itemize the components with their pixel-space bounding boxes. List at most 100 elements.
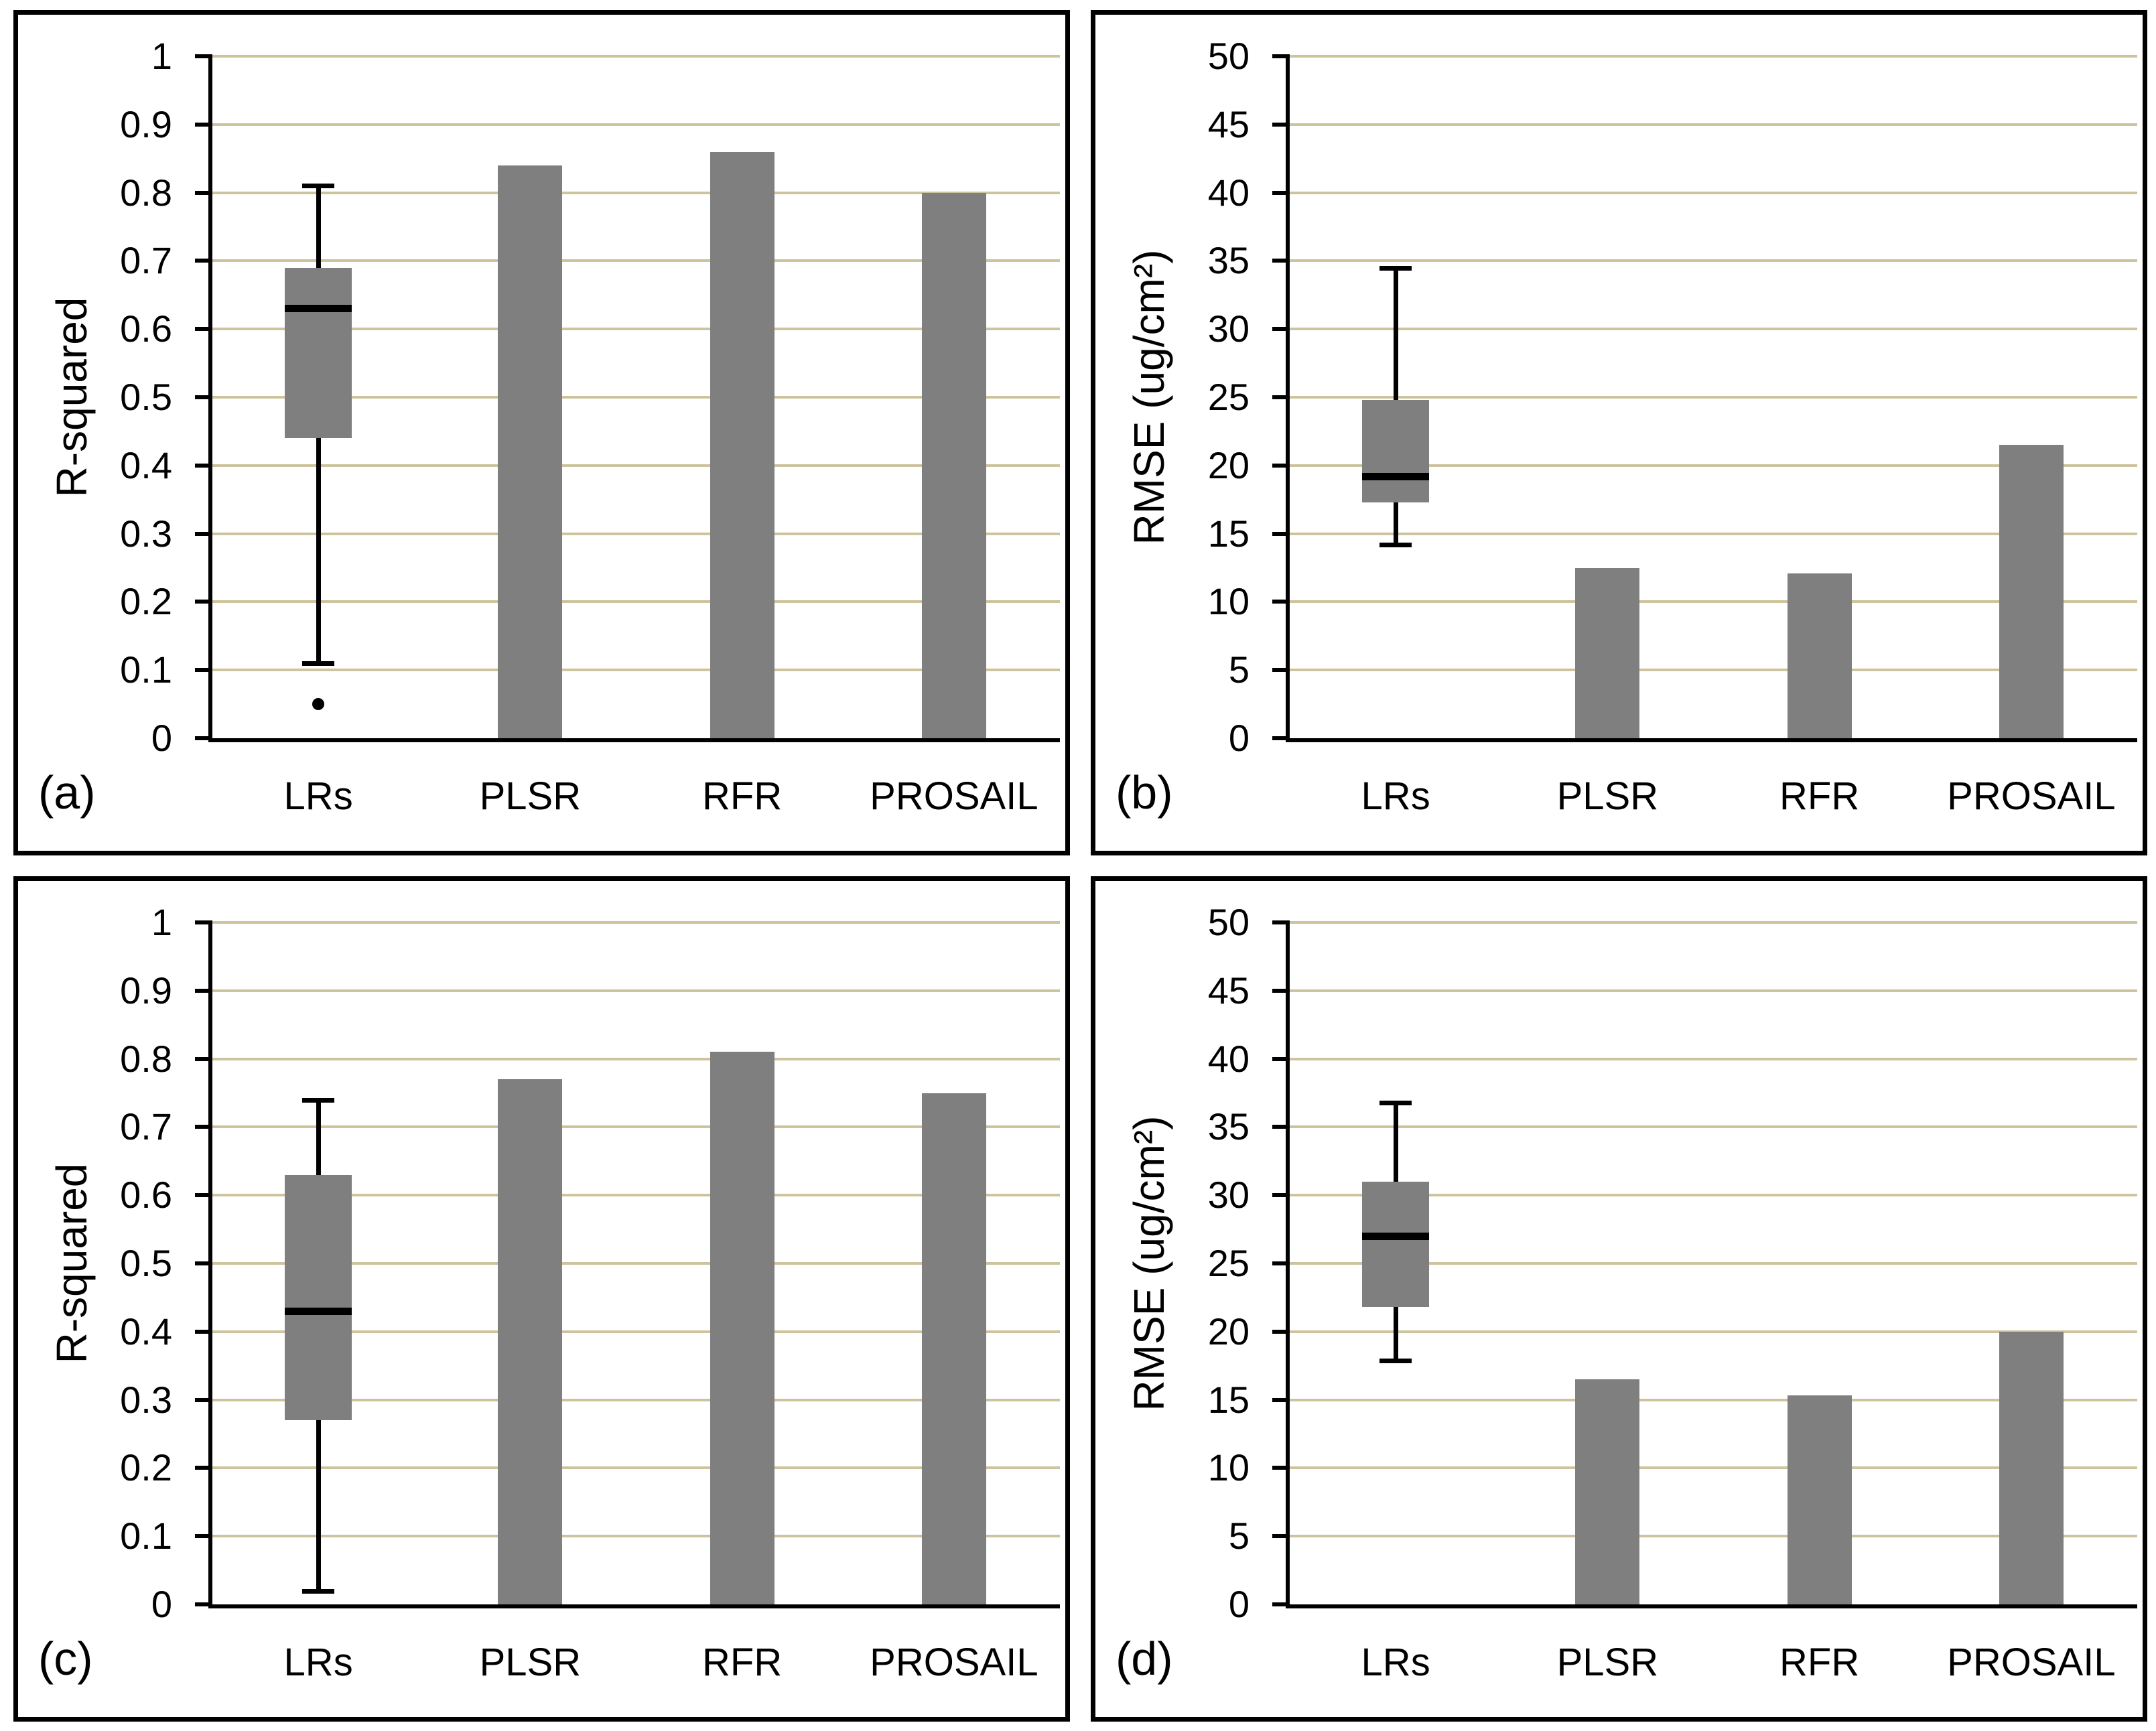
x-axis-line bbox=[1286, 738, 2137, 742]
y-axis-tick bbox=[195, 920, 212, 924]
y-axis-tick-label: 0.5 bbox=[120, 376, 172, 418]
gridline bbox=[212, 1194, 1060, 1197]
gridline bbox=[1290, 328, 2137, 331]
y-axis-tick-label: 35 bbox=[1207, 239, 1250, 282]
y-axis-tick bbox=[195, 54, 212, 58]
gridline bbox=[212, 1330, 1060, 1333]
y-axis-tick bbox=[195, 1397, 212, 1402]
y-axis-tick bbox=[195, 988, 212, 993]
y-axis-tick-label: 20 bbox=[1207, 443, 1250, 486]
y-axis-tick-label: 0 bbox=[151, 1583, 172, 1625]
y-axis-tick-label: 0.9 bbox=[120, 969, 172, 1012]
y-axis-tick bbox=[195, 600, 212, 604]
y-axis-tick-label: 0.1 bbox=[120, 648, 172, 691]
boxplot-box-lrs bbox=[285, 267, 352, 439]
gridline bbox=[1290, 1125, 2137, 1129]
category-label-rfr: RFR bbox=[702, 1641, 783, 1684]
gridline bbox=[212, 123, 1060, 126]
gridline bbox=[212, 532, 1060, 535]
y-axis-tick-label: 50 bbox=[1207, 35, 1250, 77]
y-axis-tick bbox=[1272, 259, 1290, 263]
gridline bbox=[212, 191, 1060, 194]
whisker-upper bbox=[316, 186, 321, 268]
gridline bbox=[212, 989, 1060, 992]
bar-rfr bbox=[1787, 1395, 1852, 1604]
whisker-lower bbox=[316, 438, 321, 664]
y-axis-tick-label: 0.3 bbox=[120, 512, 172, 555]
y-axis-tick bbox=[195, 395, 212, 399]
y-axis-tick-label: 20 bbox=[1207, 1310, 1250, 1353]
bar-rfr bbox=[710, 151, 774, 738]
whisker-cap-lower bbox=[1379, 1358, 1412, 1363]
y-axis-tick-label: 0.4 bbox=[120, 443, 172, 486]
y-axis-tick-label: 0.4 bbox=[120, 1310, 172, 1353]
y-axis-tick bbox=[195, 736, 212, 740]
category-label-plsr: PLSR bbox=[479, 774, 582, 818]
category-label-lrs: LRs bbox=[283, 774, 353, 818]
y-axis-tick bbox=[195, 327, 212, 332]
bar-prosail bbox=[1999, 1331, 2064, 1604]
boxplot-median bbox=[285, 1307, 352, 1315]
y-axis-tick-label: 25 bbox=[1207, 1242, 1250, 1284]
y-axis-tick bbox=[1272, 1397, 1290, 1402]
whisker-lower bbox=[1393, 502, 1398, 545]
gridline bbox=[1290, 1057, 2137, 1060]
y-axis-tick-label: 45 bbox=[1207, 102, 1250, 145]
y-axis-tick-label: 1 bbox=[151, 901, 172, 943]
boxplot-box-lrs bbox=[1362, 1181, 1430, 1308]
y-axis-tick-label: 0.5 bbox=[120, 1242, 172, 1284]
gridline bbox=[212, 259, 1060, 263]
y-axis-tick bbox=[1272, 988, 1290, 993]
x-axis-line bbox=[1286, 1604, 2137, 1608]
whisker-lower bbox=[1393, 1307, 1398, 1361]
category-label-prosail: PROSAIL bbox=[870, 1641, 1038, 1684]
panel-b: RMSE (ug/cm²) 50 45 40 35 30 25 20 15 10 5 0 LRs PLSR… bbox=[1091, 10, 2147, 855]
gridline bbox=[1290, 396, 2137, 399]
bar-plsr bbox=[498, 165, 563, 738]
category-label-prosail: PROSAIL bbox=[870, 774, 1038, 818]
panel-letter: (c) bbox=[38, 1633, 93, 1685]
panel-letter: (b) bbox=[1116, 766, 1173, 819]
gridline bbox=[1290, 1466, 2137, 1470]
category-label-lrs: LRs bbox=[1361, 1641, 1430, 1684]
whisker-upper bbox=[316, 1099, 321, 1175]
gridline bbox=[212, 396, 1060, 399]
y-axis-tick-label: 10 bbox=[1207, 580, 1250, 623]
whisker-cap-lower bbox=[302, 1588, 335, 1594]
y-axis-tick-label: 0.3 bbox=[120, 1378, 172, 1421]
y-axis-tick bbox=[195, 668, 212, 673]
gridline bbox=[1290, 669, 2137, 672]
y-axis-tick bbox=[195, 1534, 212, 1539]
gridline bbox=[1290, 1194, 2137, 1197]
bar-plsr bbox=[1575, 1379, 1640, 1604]
whisker-cap-lower bbox=[1379, 542, 1412, 547]
gridline bbox=[1290, 989, 2137, 992]
y-axis-tick-label: 5 bbox=[1228, 1515, 1250, 1557]
y-axis-tick-label: 5 bbox=[1228, 648, 1250, 691]
gridline bbox=[212, 1535, 1060, 1538]
y-axis-line bbox=[1286, 55, 1290, 742]
whisker-cap-upper bbox=[302, 184, 335, 189]
y-axis-tick-label: 15 bbox=[1207, 1378, 1250, 1421]
category-label-lrs: LRs bbox=[283, 1641, 353, 1684]
y-axis-tick-label: 0.8 bbox=[120, 171, 172, 214]
category-label-plsr: PLSR bbox=[479, 1641, 582, 1684]
y-axis-tick bbox=[195, 1261, 212, 1265]
whisker-upper bbox=[1393, 267, 1398, 401]
y-axis-tick bbox=[1272, 395, 1290, 399]
y-axis-tick-label: 30 bbox=[1207, 307, 1250, 350]
y-axis-tick bbox=[195, 463, 212, 468]
gridline bbox=[1290, 600, 2137, 604]
gridline bbox=[1290, 1535, 2137, 1538]
y-axis-tick bbox=[1272, 1125, 1290, 1129]
whisker-upper bbox=[1393, 1102, 1398, 1182]
boxplot-box-lrs bbox=[1362, 400, 1430, 502]
y-axis-tick bbox=[195, 1329, 212, 1334]
y-axis-tick bbox=[195, 1125, 212, 1129]
y-axis-tick-label: 0.8 bbox=[120, 1037, 172, 1080]
gridline bbox=[212, 1466, 1060, 1470]
y-axis-tick bbox=[195, 1466, 212, 1470]
bar-plsr bbox=[1575, 567, 1640, 738]
panel-letter: (a) bbox=[38, 766, 96, 819]
gridline bbox=[1290, 1398, 2137, 1401]
